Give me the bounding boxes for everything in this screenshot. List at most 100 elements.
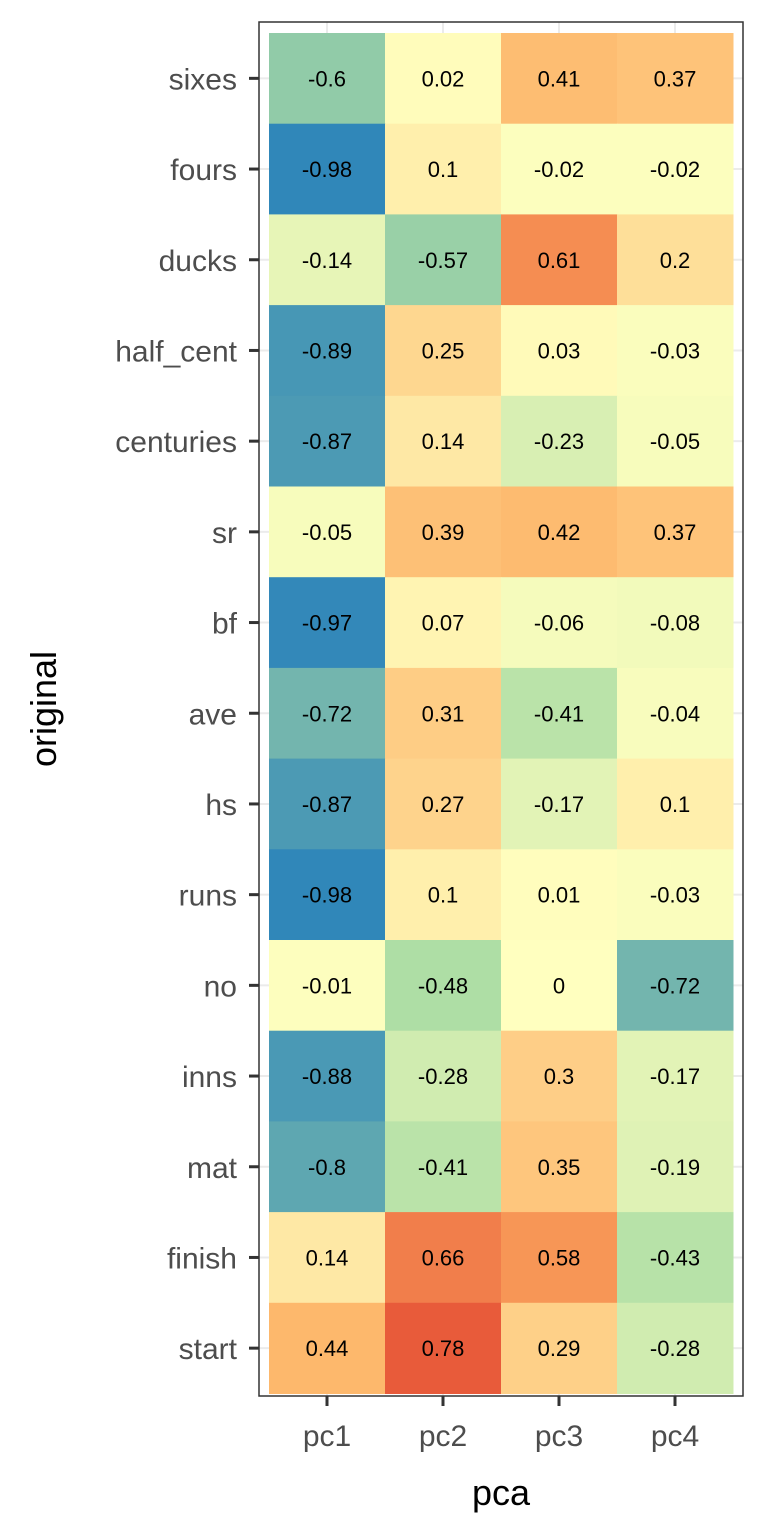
heatmap-cell	[385, 33, 502, 125]
heatmap-cell	[617, 1302, 734, 1394]
y-tick-label: mat	[187, 1152, 238, 1185]
heatmap-cell	[385, 1030, 502, 1122]
y-axis-title: original	[23, 651, 64, 767]
y-tick-label: no	[204, 970, 237, 1003]
x-axis-title: pca	[472, 1472, 531, 1513]
y-tick-label: hs	[205, 789, 237, 822]
cell-value-label: 0.37	[654, 520, 697, 545]
heatmap-cell	[269, 667, 386, 760]
heatmap-cell	[617, 33, 734, 125]
cell-value-label: -0.6	[308, 66, 346, 91]
heatmap-cell	[501, 1302, 618, 1394]
heatmap-cell	[385, 214, 502, 306]
y-axis: sixes fours ducks half_cent centuries sr bf ave…	[115, 63, 259, 1366]
cell-value-label: -0.04	[650, 701, 700, 726]
heatmap-cell	[617, 395, 734, 487]
heatmap-cell	[269, 1121, 386, 1213]
heatmap-cell	[501, 1212, 618, 1304]
heatmap-cell	[501, 758, 618, 850]
cell-value-label: 0.41	[538, 66, 581, 91]
cell-value-label: 0.3	[544, 1064, 575, 1089]
cell-value-label: 0.37	[654, 66, 697, 91]
heatmap-cell	[269, 486, 386, 578]
cell-value-label: -0.28	[650, 1336, 700, 1361]
heatmap-cell	[385, 486, 502, 578]
heatmap-cell	[385, 395, 502, 487]
cell-value-label: -0.08	[650, 611, 700, 636]
x-tick-label: pc3	[535, 1420, 583, 1453]
cell-value-label: -0.05	[650, 429, 700, 454]
cell-value-label: 0.07	[422, 611, 465, 636]
y-tick-label: half_cent	[115, 335, 237, 368]
heatmap-cell	[385, 305, 502, 397]
heatmap-cell	[617, 305, 734, 397]
heatmap-cell	[501, 305, 618, 397]
cell-value-label: -0.14	[302, 248, 352, 273]
y-tick-label: ducks	[159, 245, 237, 278]
cell-value-label: -0.43	[650, 1245, 700, 1270]
cell-value-label: 0.61	[538, 248, 581, 273]
cell-value-label: -0.87	[302, 429, 352, 454]
cell-value-label: -0.88	[302, 1064, 352, 1089]
y-tick-label: start	[179, 1333, 238, 1366]
heatmap-cell	[269, 577, 386, 669]
cell-value-label: 0.1	[428, 883, 459, 908]
heatmap-cell	[501, 667, 618, 760]
cell-value-label: 0.01	[538, 883, 581, 908]
x-axis: pc1 pc2 pc3 pc4	[303, 1396, 699, 1453]
cell-value-label: -0.23	[534, 429, 584, 454]
heatmap-cell	[385, 1212, 502, 1304]
heatmap-cell	[617, 940, 734, 1032]
panel-border	[258, 21, 744, 1397]
heatmap-cell	[269, 1212, 386, 1304]
heatmap-cell	[617, 123, 734, 215]
heatmap-cell	[269, 33, 386, 125]
cell-value-label: 0.42	[538, 520, 581, 545]
heatmap-cell	[617, 486, 734, 578]
cell-value-label: 0.14	[422, 429, 465, 454]
cell-value-label: -0.41	[418, 1155, 468, 1180]
heatmap-cell	[385, 667, 502, 760]
cell-value-label: -0.8	[308, 1155, 346, 1180]
heatmap-cell	[617, 214, 734, 306]
cell-value-label: -0.05	[302, 520, 352, 545]
cell-value-label: -0.28	[418, 1064, 468, 1089]
cell-value-label: -0.03	[650, 338, 700, 363]
heatmap-cell	[269, 1030, 386, 1122]
cell-value-label: 0.27	[422, 792, 465, 817]
cell-value-label: 0.66	[422, 1245, 465, 1270]
cell-value-label: 0.25	[422, 338, 465, 363]
cell-value-label: 0.58	[538, 1245, 581, 1270]
cell-value-label: -0.89	[302, 338, 352, 363]
x-tick-label: pc2	[419, 1420, 467, 1453]
heatmap-cell-labels: -0.6 0.02 0.41 0.37 -0.98 0.1 -0.02 -0.02 -0.14 -…	[302, 66, 700, 1361]
heatmap-cell	[501, 395, 618, 487]
cell-value-label: 0	[553, 973, 565, 998]
x-tick-label: pc4	[651, 1420, 699, 1453]
cell-value-label: -0.48	[418, 973, 468, 998]
heatmap-cell	[269, 758, 386, 850]
cell-value-label: -0.98	[302, 883, 352, 908]
heatmap-cell	[269, 123, 386, 215]
cell-value-label: 0.03	[538, 338, 581, 363]
heatmap-cell	[501, 214, 618, 306]
cell-value-label: 0.02	[422, 66, 465, 91]
heatmap-cell	[617, 849, 734, 941]
heatmap-cell	[617, 1121, 734, 1213]
y-tick-label: finish	[167, 1242, 237, 1275]
y-tick-label: bf	[212, 608, 238, 641]
heatmap-cell	[501, 123, 618, 215]
heatmap-cell	[501, 1121, 618, 1213]
cell-value-label: -0.57	[418, 248, 468, 273]
y-tick-label: ave	[189, 698, 237, 731]
heatmap-cell	[385, 1121, 502, 1213]
cell-value-label: 0.35	[538, 1155, 581, 1180]
heatmap-cell	[501, 940, 618, 1032]
heatmap-cell	[617, 1212, 734, 1304]
heatmap-cell	[617, 758, 734, 850]
heatmap-cell	[385, 577, 502, 669]
cell-value-label: -0.72	[302, 701, 352, 726]
cell-value-label: 0.44	[306, 1336, 349, 1361]
cell-value-label: -0.17	[534, 792, 584, 817]
cell-value-label: 0.31	[422, 701, 465, 726]
